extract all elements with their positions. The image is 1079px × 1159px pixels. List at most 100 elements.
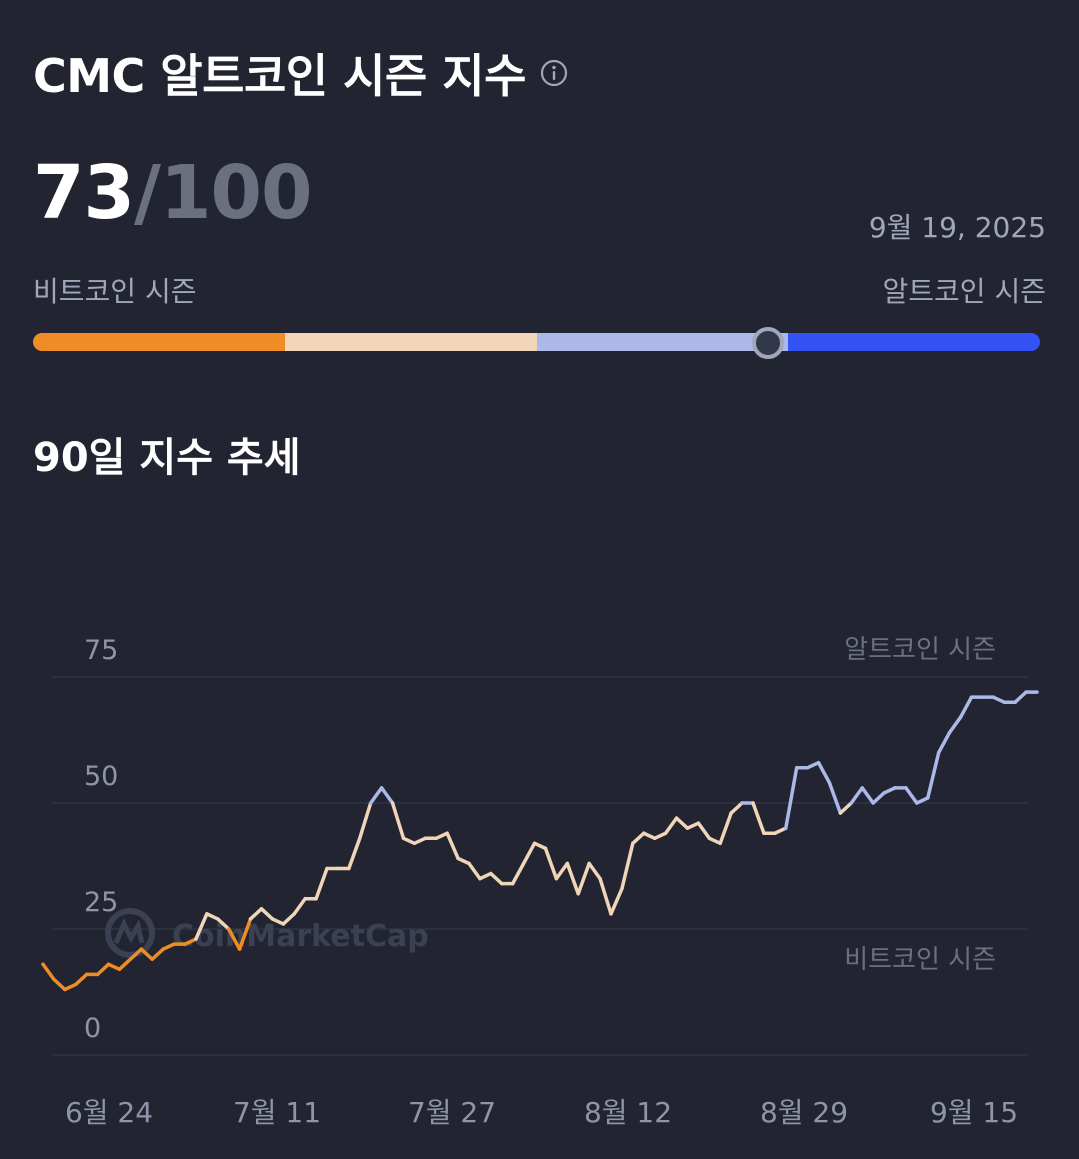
series-line-segment [707, 836, 722, 846]
x-tick-label: 7월 27 [408, 1096, 496, 1129]
series-line-segment [467, 861, 482, 881]
coinmarketcap-logo-icon [105, 908, 155, 958]
series-line-segment [117, 957, 133, 972]
series-line-segment [95, 962, 111, 977]
score-max: 100 [160, 150, 312, 236]
series-line-segment [685, 821, 701, 830]
series-line-segment [106, 962, 122, 972]
season-gauge [33, 333, 1040, 351]
series-line-segment [565, 861, 580, 896]
trend-title: 90일 지수 추세 [33, 435, 301, 481]
series-line-segment [663, 816, 679, 835]
x-tick-label: 8월 29 [760, 1096, 848, 1129]
series-line-segment [259, 907, 275, 921]
series-line-segment [128, 947, 144, 961]
page-title: CMC 알트코인 시즌 지수 [33, 49, 526, 103]
series-line-segment [751, 801, 766, 835]
series-line-segment [587, 861, 602, 881]
series-line-segment [412, 836, 428, 846]
series-line-segment [958, 695, 974, 720]
series-line-segment [674, 816, 690, 830]
gauge-indicator[interactable] [752, 327, 785, 359]
series-line-segment [816, 760, 832, 785]
gauge-segment-4 [788, 333, 1040, 351]
series-line-segment [161, 942, 176, 951]
series-line-segment [696, 821, 712, 841]
series-line-segment [904, 786, 919, 805]
gauge-segment-1 [33, 333, 285, 351]
series-line-segment [642, 831, 657, 841]
series-line-segment [827, 781, 843, 815]
series-line-segment [652, 831, 668, 841]
series-line-segment [489, 871, 504, 886]
series-line-segment [248, 907, 264, 921]
score-value: 73 [33, 150, 135, 236]
index-score: 73/100 [33, 150, 312, 236]
index-series [41, 690, 1039, 992]
series-line-segment [849, 786, 864, 805]
series-line-segment [784, 765, 799, 830]
series-line-segment [510, 861, 526, 886]
series-line-segment [456, 856, 471, 866]
series-line-segment [292, 897, 307, 916]
x-tick-label: 9월 15 [930, 1096, 1018, 1129]
series-line-segment [358, 801, 373, 841]
series-line-segment [532, 841, 548, 851]
series-line-segment [314, 866, 329, 901]
series-line-segment [543, 846, 559, 881]
y-tick-label: 50 [84, 761, 118, 792]
series-line-segment [434, 831, 449, 841]
series-line-segment [216, 917, 231, 931]
chart-grid [52, 676, 1028, 1056]
watermark: CoinMarketCap [105, 908, 429, 958]
series-line-segment [576, 861, 591, 896]
series-line-segment [554, 861, 570, 881]
series-line-segment [150, 947, 165, 961]
series-line-segment [609, 886, 624, 916]
series-line-segment [270, 917, 286, 926]
series-line-segment [390, 801, 406, 841]
series-line-segment [729, 801, 744, 815]
x-tick-label: 8월 12 [584, 1096, 672, 1129]
title-row: CMC 알트코인 시즌 지수 [33, 40, 568, 106]
series-line-segment [805, 760, 821, 770]
series-line-segment [478, 871, 493, 881]
series-line-segment [871, 791, 886, 805]
series-line-segment [226, 927, 242, 951]
series-line-segment [347, 836, 362, 871]
series-line-segment [63, 982, 78, 992]
series-line-segment [991, 695, 1006, 704]
series-line-segment [882, 786, 897, 795]
x-tick-label: 7월 11 [233, 1096, 321, 1129]
series-line-segment [379, 786, 395, 805]
series-line-segment [52, 977, 67, 992]
series-line-segment [237, 917, 253, 951]
series-line-segment [445, 831, 460, 861]
series-line-segment [41, 962, 56, 982]
altcoin-season-label: 알트코인 시즌 [882, 275, 1046, 308]
trend-chart: 75 50 25 0 알트코인 시즌 비트코인 시즌 CoinMarketCap 6월… [41, 635, 1039, 1129]
info-icon[interactable] [540, 59, 568, 87]
series-line-segment [926, 750, 941, 800]
watermark-text: CoinMarketCap [172, 919, 429, 954]
series-line-segment [598, 876, 613, 916]
y-tick-label: 0 [84, 1013, 101, 1044]
series-line-segment [139, 947, 154, 961]
series-line-segment [194, 912, 209, 941]
series-line-segment [936, 730, 952, 755]
series-line-segment [183, 937, 198, 946]
y-axis-ticks: 75 50 25 0 [84, 635, 118, 1044]
series-line-segment [205, 912, 220, 921]
series-line-segment [401, 836, 417, 846]
zone-label-altcoin: 알트코인 시즌 [844, 635, 996, 665]
series-line-segment [521, 841, 537, 866]
index-date: 9월 19, 2025 [868, 211, 1046, 244]
series-line-segment [281, 912, 296, 926]
series-line-segment [773, 826, 788, 835]
series-line-segment [718, 811, 733, 846]
series-line-segment [1013, 690, 1028, 704]
series-line-segment [74, 972, 89, 987]
score-separator: / [133, 150, 161, 236]
zone-label-bitcoin: 비트코인 시즌 [844, 945, 996, 975]
x-axis-ticks: 6월 24 7월 11 7월 27 8월 12 8월 29 9월 15 [65, 1096, 1018, 1129]
